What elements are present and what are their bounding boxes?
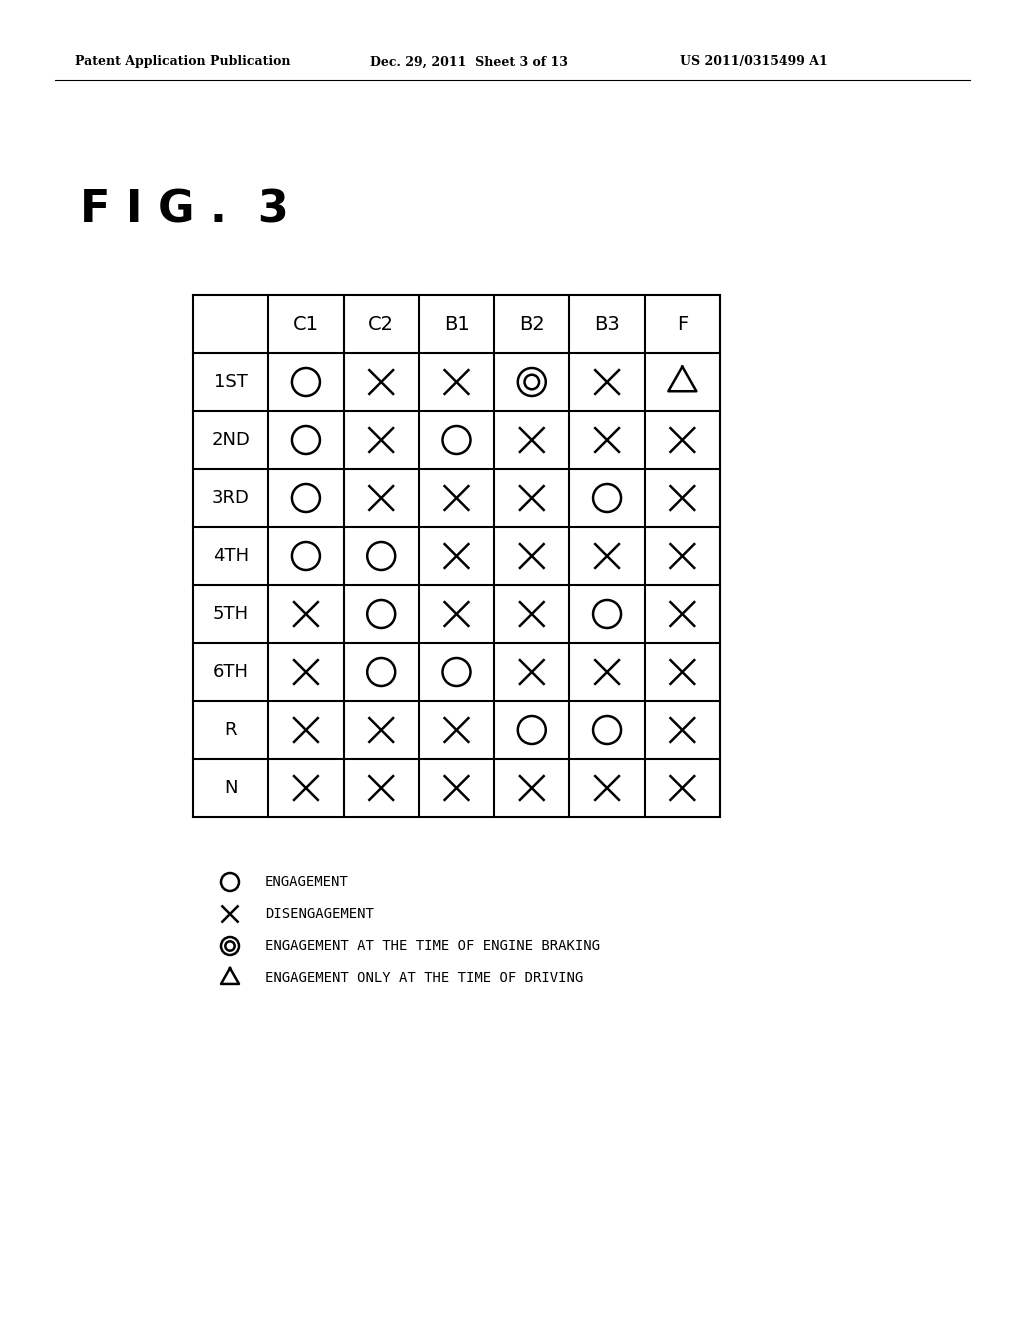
Text: Patent Application Publication: Patent Application Publication: [75, 55, 291, 69]
Text: B2: B2: [519, 314, 545, 334]
Text: F: F: [677, 314, 688, 334]
Text: B1: B1: [443, 314, 469, 334]
Text: 5TH: 5TH: [213, 605, 249, 623]
Text: C1: C1: [293, 314, 318, 334]
Text: 2ND: 2ND: [211, 432, 250, 449]
Text: ENGAGEMENT AT THE TIME OF ENGINE BRAKING: ENGAGEMENT AT THE TIME OF ENGINE BRAKING: [265, 939, 600, 953]
Text: R: R: [224, 721, 237, 739]
Text: ENGAGEMENT: ENGAGEMENT: [265, 875, 349, 888]
Text: DISENGAGEMENT: DISENGAGEMENT: [265, 907, 374, 921]
Text: B3: B3: [594, 314, 620, 334]
Text: 1ST: 1ST: [214, 374, 248, 391]
Text: Dec. 29, 2011  Sheet 3 of 13: Dec. 29, 2011 Sheet 3 of 13: [370, 55, 568, 69]
Text: N: N: [224, 779, 238, 797]
Text: US 2011/0315499 A1: US 2011/0315499 A1: [680, 55, 827, 69]
Text: 6TH: 6TH: [213, 663, 249, 681]
Text: F I G .  3: F I G . 3: [80, 189, 289, 231]
Text: 4TH: 4TH: [213, 546, 249, 565]
Text: 3RD: 3RD: [212, 488, 250, 507]
Text: ENGAGEMENT ONLY AT THE TIME OF DRIVING: ENGAGEMENT ONLY AT THE TIME OF DRIVING: [265, 972, 584, 985]
Text: C2: C2: [369, 314, 394, 334]
